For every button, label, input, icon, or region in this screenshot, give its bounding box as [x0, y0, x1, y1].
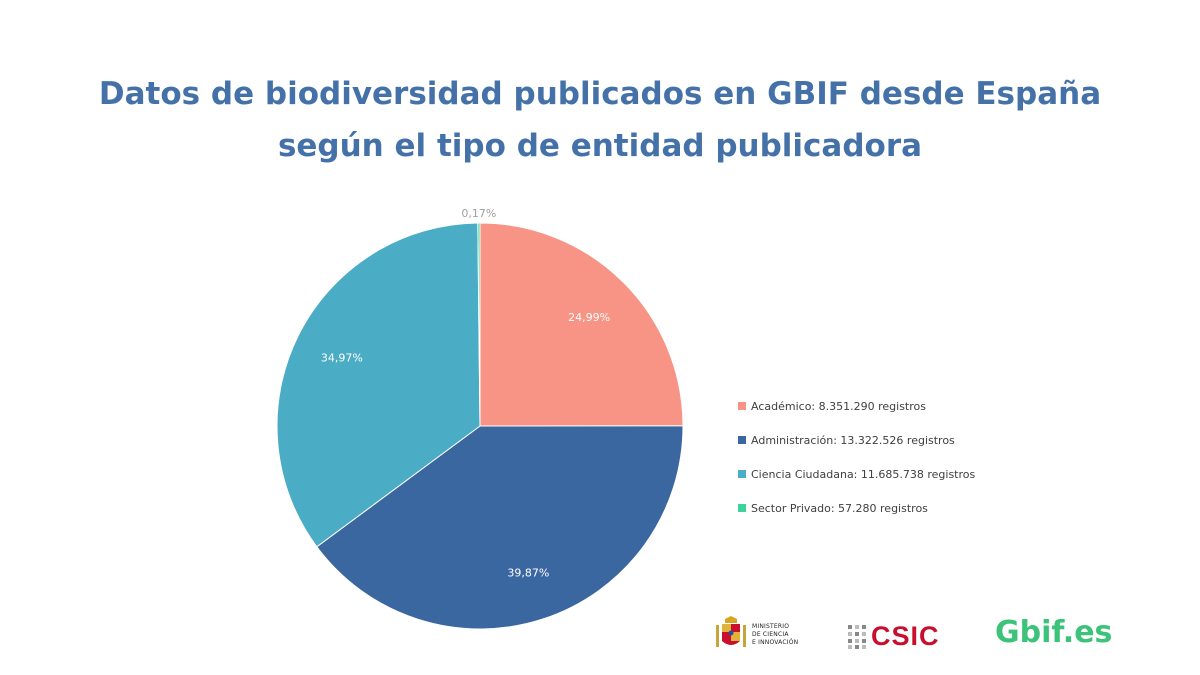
- csic-mark-icon: [848, 624, 866, 649]
- gbif-logo: Gbif.es: [995, 615, 1113, 650]
- legend-label: Administración: 13.322.526 registros: [751, 433, 955, 447]
- data-label: 39,87%: [507, 567, 549, 580]
- legend: Académico: 8.351.290 registros Administra…: [738, 389, 975, 525]
- legend-label: Sector Privado: 57.280 registros: [751, 501, 928, 515]
- ministerio-logo: MINISTERIO DE CIENCIA E INNOVACIÓN: [714, 615, 798, 655]
- csic-text: CSIC: [871, 621, 940, 651]
- legend-item: Académico: 8.351.290 registros: [738, 389, 975, 423]
- chart-title: Datos de biodiversidad publicados en GBI…: [0, 68, 1200, 172]
- data-label: 24,99%: [568, 311, 610, 324]
- legend-swatch: [738, 504, 746, 512]
- csic-logo: CSIC: [848, 621, 940, 652]
- ministerio-text: MINISTERIO DE CIENCIA E INNOVACIÓN: [752, 623, 799, 646]
- title-line-1: Datos de biodiversidad publicados en GBI…: [98, 76, 1102, 112]
- title-line-2: según el tipo de entidad publicadora: [277, 128, 923, 164]
- legend-item: Sector Privado: 57.280 registros: [738, 491, 975, 525]
- pie-slice-sector-privado: [477, 222, 481, 427]
- legend-swatch: [738, 436, 746, 444]
- legend-label: Académico: 8.351.290 registros: [751, 399, 926, 413]
- legend-swatch: [738, 402, 746, 410]
- legend-item: Ciencia Ciudadana: 11.685.738 registros: [738, 457, 975, 491]
- pie-slice-académico: [479, 222, 684, 427]
- legend-label: Ciencia Ciudadana: 11.685.738 registros: [751, 467, 976, 481]
- data-label: 34,97%: [321, 351, 363, 364]
- pie-slice-administración: [316, 425, 684, 630]
- legend-item: Administración: 13.322.526 registros: [738, 423, 975, 457]
- legend-swatch: [738, 470, 746, 478]
- coat-of-arms-icon: [716, 616, 746, 647]
- data-label: 0,17%: [461, 207, 496, 220]
- logos-footer: MINISTERIO DE CIENCIA E INNOVACIÓN CSIC …: [700, 605, 1160, 665]
- pie-slice-ciencia-ciudadana: [276, 222, 481, 548]
